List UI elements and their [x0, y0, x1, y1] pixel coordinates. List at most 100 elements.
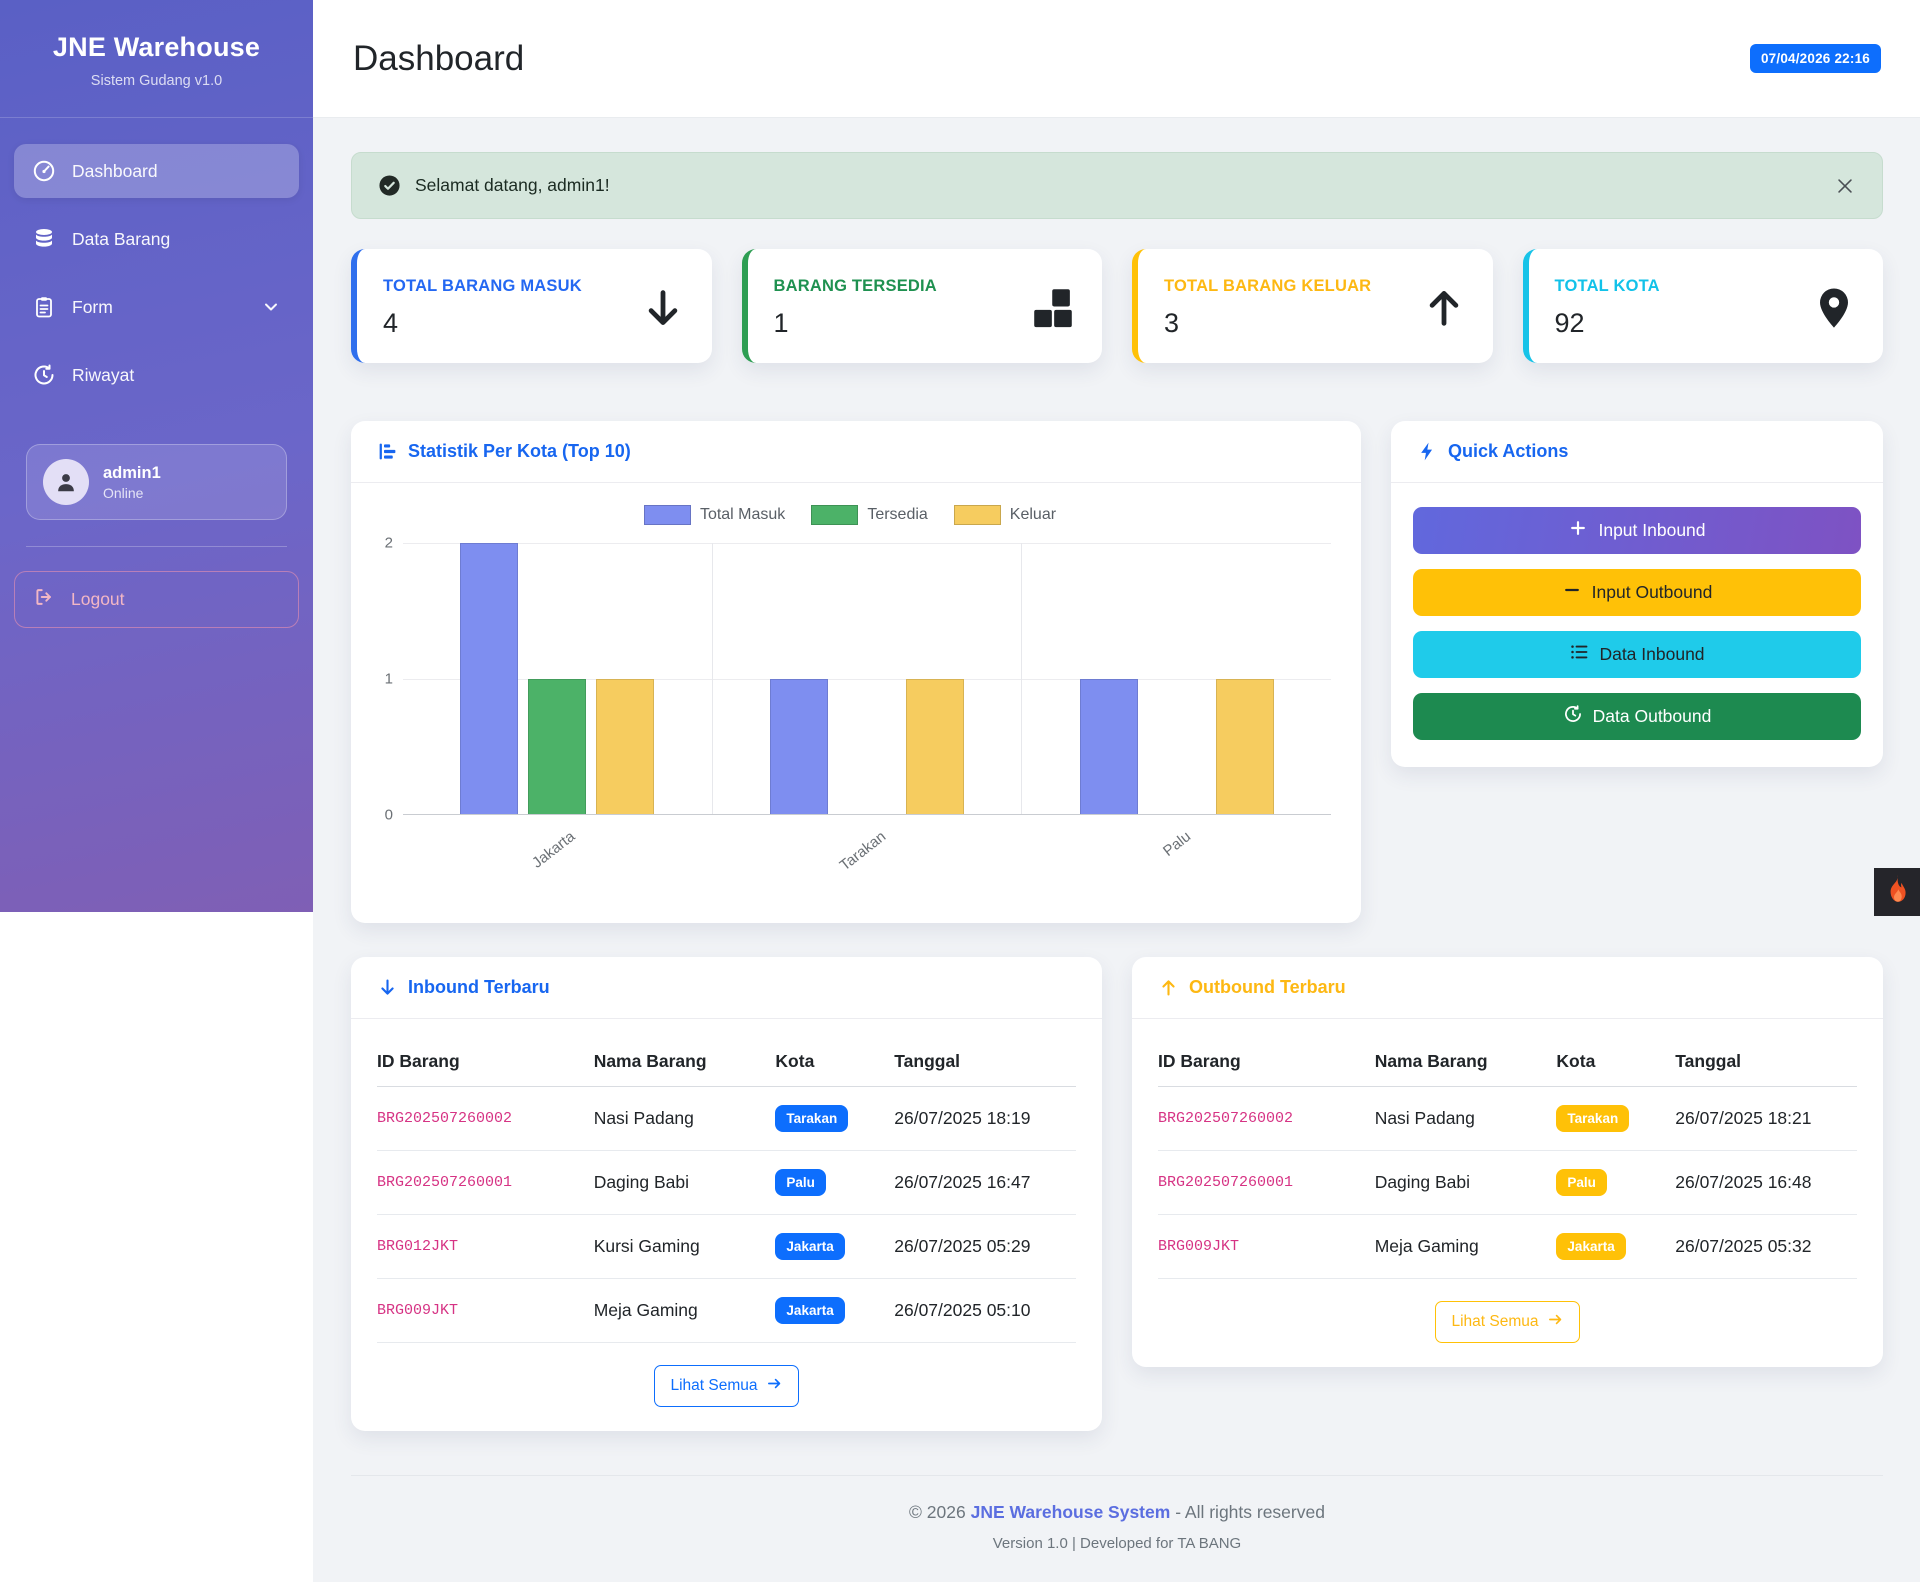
chart-actions-row: Statistik Per Kota (Top 10) Total Masuk T… [351, 421, 1883, 923]
bar-slot [838, 543, 896, 814]
arrow-down-icon [640, 285, 686, 331]
chart-card: Statistik Per Kota (Top 10) Total Masuk T… [351, 421, 1361, 923]
debug-toolbar-toggle[interactable] [1874, 868, 1920, 916]
outbound-table-body: ID Barang Nama Barang Kota Tanggal BRG20… [1132, 1019, 1883, 1367]
table-row: BRG009JKT Meja Gaming Jakarta 26/07/2025… [377, 1278, 1076, 1343]
footer-brand-link[interactable]: JNE Warehouse System [970, 1502, 1171, 1522]
sidebar-item-label: Dashboard [72, 160, 158, 181]
inbound-see-all-button[interactable]: Lihat Semua [654, 1365, 799, 1407]
item-date: 26/07/2025 05:29 [894, 1214, 1076, 1279]
logout-button[interactable]: Logout [14, 571, 299, 628]
kota-badge: Tarakan [1556, 1105, 1630, 1132]
chevron-down-icon [261, 297, 281, 317]
chart-group: Tarakan [711, 543, 1022, 874]
see-all-wrap: Lihat Semua [1158, 1279, 1857, 1343]
copyright-prefix: © 2026 [909, 1502, 966, 1522]
bar-chart-icon [377, 441, 398, 462]
legend-item[interactable]: Total Masuk [643, 505, 785, 525]
kota-badge: Tarakan [775, 1105, 849, 1132]
sidebar-item-dashboard[interactable]: Dashboard [14, 144, 299, 198]
data-inbound-button[interactable]: Data Inbound [1413, 631, 1861, 678]
legend-item[interactable]: Keluar [953, 505, 1056, 525]
sidebar-item-label: Riwayat [72, 364, 135, 385]
brand: JNE Warehouse Sistem Gudang v1.0 [0, 0, 313, 118]
chart-bar[interactable] [1079, 678, 1138, 814]
x-label-anchor: Palu [1160, 814, 1207, 860]
chart-title: Statistik Per Kota (Top 10) [408, 441, 631, 461]
boxes-icon [1030, 285, 1076, 331]
y-axis-tick: 1 [384, 670, 393, 688]
legend-item[interactable]: Tersedia [811, 505, 928, 525]
table-row: BRG202507260001 Daging Babi Palu 26/07/2… [377, 1150, 1076, 1215]
plus-icon [1568, 518, 1588, 543]
chart-legend: Total Masuk Tersedia Keluar [369, 505, 1331, 525]
avatar [43, 459, 89, 505]
input-inbound-button[interactable]: Input Inbound [1413, 507, 1861, 554]
item-id: BRG202507260001 [377, 1150, 594, 1215]
chart-bar[interactable] [460, 543, 519, 814]
chart-body: Total Masuk Tersedia Keluar 0 1 2 Jakarta Tar… [351, 483, 1361, 923]
sidebar-item-label: Data Barang [72, 228, 171, 249]
minus-icon [1562, 580, 1582, 605]
user-status: Online [103, 484, 144, 501]
chart-bar[interactable] [906, 678, 964, 814]
legend-swatch [953, 505, 1001, 525]
datetime-badge: 07/04/2026 22:16 [1749, 44, 1881, 73]
sidebar-item-form[interactable]: Form [14, 280, 299, 334]
data-outbound-button[interactable]: Data Outbound [1413, 693, 1861, 740]
bar-slot [460, 543, 519, 814]
table-row: BRG012JKT Kursi Gaming Jakarta 26/07/202… [377, 1214, 1076, 1279]
chart-bar[interactable] [770, 678, 828, 814]
quick-actions-header: Quick Actions [1391, 421, 1883, 483]
stat-value: 4 [383, 308, 399, 338]
sidebar-item-riwayat[interactable]: Riwayat [14, 348, 299, 402]
user-card: admin1 Online [26, 444, 287, 520]
stat-value: 3 [1164, 308, 1180, 338]
kota-badge: Jakarta [775, 1233, 845, 1260]
input-outbound-button[interactable]: Input Outbound [1413, 569, 1861, 616]
chart-plot: Jakarta Tarakan Palu [403, 543, 1331, 874]
arrow-right-icon [1547, 1311, 1564, 1333]
inbound-table-body: ID Barang Nama Barang Kota Tanggal BRG20… [351, 1019, 1102, 1431]
col-id-barang: ID Barang [377, 1031, 594, 1087]
y-axis-tick: 2 [384, 534, 393, 552]
table-row: BRG202507260002 Nasi Padang Tarakan 26/0… [377, 1086, 1076, 1151]
bar-slot [1148, 543, 1206, 814]
close-icon[interactable] [1834, 175, 1856, 197]
gridline [403, 678, 1331, 680]
col-tanggal: Tanggal [1675, 1031, 1857, 1087]
speedometer-icon [32, 159, 56, 183]
col-nama-barang: Nama Barang [1374, 1031, 1557, 1087]
bar-slot [596, 543, 655, 814]
button-label: Lihat Semua [1451, 1313, 1539, 1330]
outbound-see-all-button[interactable]: Lihat Semua [1435, 1301, 1580, 1343]
item-id: BRG012JKT [377, 1214, 594, 1279]
bar-slot [1079, 543, 1138, 814]
stat-label: TOTAL KOTA [1554, 277, 1660, 295]
col-nama-barang: Nama Barang [593, 1031, 776, 1087]
table-row: BRG202507260001 Daging Babi Palu 26/07/2… [1158, 1150, 1857, 1215]
logout-icon [33, 586, 55, 613]
outbound-header: Outbound Terbaru [1132, 957, 1883, 1019]
item-date: 26/07/2025 16:48 [1675, 1150, 1857, 1215]
quick-actions-body: Input Inbound Input Outbound [1391, 483, 1883, 767]
arrow-down-icon [377, 977, 398, 998]
item-name: Kursi Gaming [593, 1214, 776, 1279]
inbound-card: Inbound Terbaru ID Barang Nama Barang Ko… [351, 957, 1102, 1431]
button-label: Input Inbound [1598, 520, 1706, 540]
chart-bar[interactable] [596, 678, 655, 814]
kota-badge: Jakarta [1556, 1233, 1626, 1260]
item-name: Nasi Padang [593, 1086, 776, 1151]
sidebar-item-data-barang[interactable]: Data Barang [14, 212, 299, 266]
item-name: Daging Babi [593, 1150, 776, 1215]
chart-group: Palu [1021, 543, 1331, 860]
chart-bar[interactable] [1215, 678, 1274, 814]
chart-bar[interactable] [528, 678, 587, 814]
y-axis-tick: 0 [384, 806, 393, 824]
table-row: BRG202507260002 Nasi Padang Tarakan 26/0… [1158, 1086, 1857, 1151]
x-label-anchor: Tarakan [837, 814, 920, 874]
stat-label: BARANG TERSEDIA [773, 277, 937, 295]
inbound-title: Inbound Terbaru [408, 977, 550, 997]
stat-value: 92 [1554, 308, 1585, 338]
